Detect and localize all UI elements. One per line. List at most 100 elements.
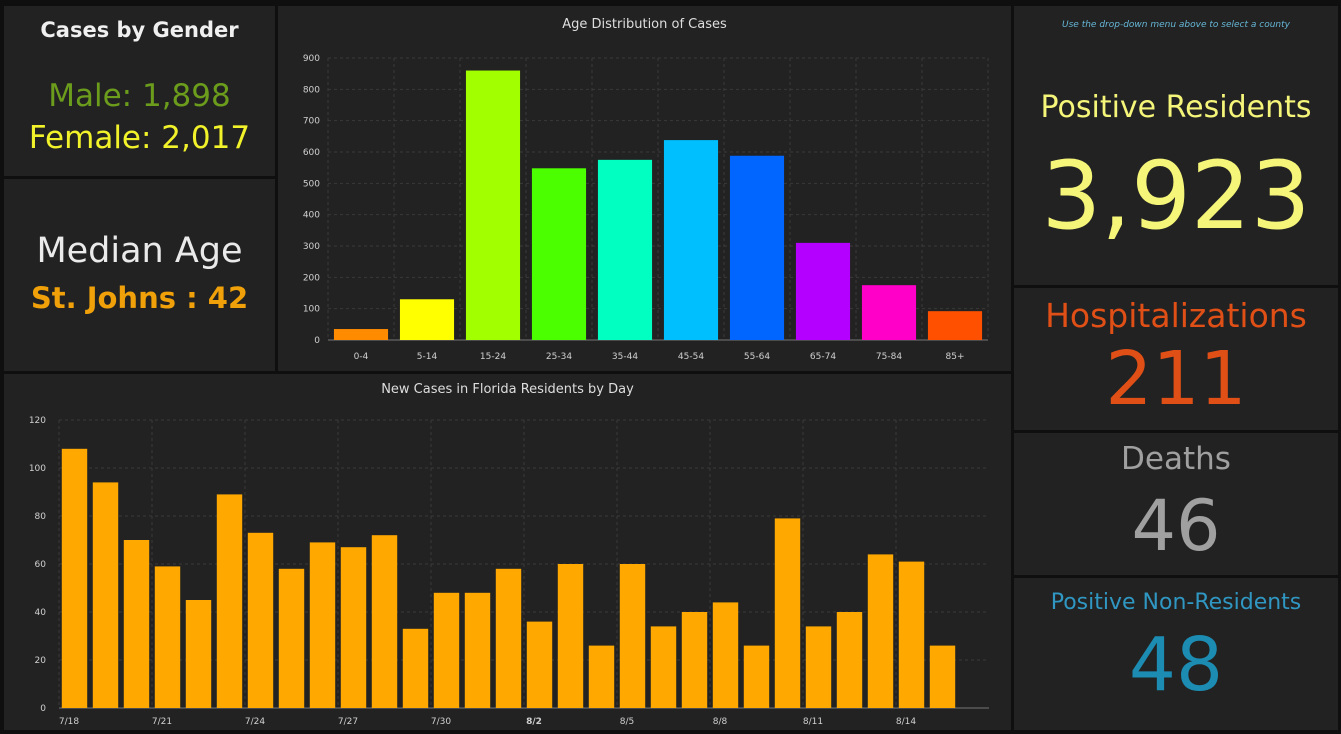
hospitalizations-value: 211 <box>1105 336 1247 422</box>
age-y-tick-label: 300 <box>303 242 320 252</box>
non-residents-label: Positive Non-Residents <box>1050 590 1302 615</box>
age-y-tick-label: 100 <box>303 305 320 315</box>
age-chart-title: Age Distribution of Cases <box>562 17 727 32</box>
non-residents-value: 48 <box>1128 622 1224 708</box>
daily-bar <box>402 628 429 708</box>
daily-bar <box>805 626 832 708</box>
age-x-tick-label: 5-14 <box>417 352 438 362</box>
daily-x-tick-label: 8/11 <box>803 717 823 727</box>
age-bar <box>465 70 521 341</box>
positive-residents-value: 3,923 <box>1041 142 1311 251</box>
median-age-value: St. Johns : 42 <box>30 281 249 315</box>
daily-bar <box>681 612 708 708</box>
age-y-tick-label: 700 <box>303 117 320 127</box>
daily-y-tick-label: 80 <box>35 512 47 522</box>
daily-x-tick-label: 8/5 <box>620 717 634 727</box>
daily-bar <box>154 566 181 708</box>
daily-x-tick-label: 8/2 <box>526 717 542 727</box>
daily-bar <box>216 494 243 708</box>
age-y-tick-label: 0 <box>314 336 320 346</box>
age-x-tick-label: 85+ <box>946 352 965 362</box>
non-residents-panel: Positive Non-Residents 48 <box>1014 578 1338 730</box>
age-bar <box>399 299 455 340</box>
age-y-tick-label: 400 <box>303 211 320 221</box>
daily-bar <box>185 600 212 708</box>
daily-bar <box>712 602 739 708</box>
age-x-tick-label: 0-4 <box>354 352 369 362</box>
age-bar <box>927 311 983 340</box>
daily-y-tick-label: 20 <box>35 656 47 666</box>
hospitalizations-label: Hospitalizations <box>1045 296 1307 335</box>
female-count: Female: 2,017 <box>28 120 251 156</box>
age-bar <box>729 155 785 340</box>
age-bar <box>597 159 653 340</box>
daily-chart-title: New Cases in Florida Residents by Day <box>381 382 634 397</box>
age-x-tick-label: 15-24 <box>480 352 506 362</box>
county-hint: Use the drop-down menu above to select a… <box>1062 20 1290 30</box>
positive-residents-label: Positive Residents <box>1040 90 1312 125</box>
daily-bar <box>774 518 801 708</box>
daily-x-tick-label: 7/27 <box>338 717 358 727</box>
age-bar <box>861 285 917 340</box>
daily-x-tick-label: 7/21 <box>152 717 172 727</box>
daily-x-tick-label: 8/8 <box>713 717 728 727</box>
daily-bar <box>526 621 553 708</box>
age-bar <box>531 168 587 340</box>
age-bar <box>663 140 719 340</box>
daily-x-tick-label: 8/14 <box>896 717 916 727</box>
daily-bar <box>619 564 646 708</box>
daily-x-tick-label: 7/30 <box>431 717 451 727</box>
deaths-value: 46 <box>1131 485 1221 567</box>
daily-bar <box>836 612 863 708</box>
age-x-tick-label: 55-64 <box>744 352 770 362</box>
age-y-tick-label: 600 <box>303 148 320 158</box>
age-x-tick-label: 45-54 <box>678 352 704 362</box>
daily-bar <box>123 540 150 708</box>
age-x-tick-label: 65-74 <box>810 352 836 362</box>
positive-residents-panel: Use the drop-down menu above to select a… <box>1014 6 1338 285</box>
daily-bar <box>557 564 584 708</box>
daily-bar <box>867 554 894 708</box>
daily-bar <box>464 592 491 708</box>
daily-bar <box>929 645 956 708</box>
daily-bar <box>650 626 677 708</box>
gender-title: Cases by Gender <box>40 18 239 42</box>
daily-cases-chart: New Cases in Florida Residents by Day 0 2… <box>4 374 1011 730</box>
age-x-tick-label: 75-84 <box>876 352 902 362</box>
age-y-tick-label: 500 <box>303 179 320 189</box>
daily-x-tick-label: 7/18 <box>59 717 79 727</box>
median-age-panel: Median Age St. Johns : 42 <box>4 179 275 371</box>
daily-bar <box>743 645 770 708</box>
daily-chart-svg: 0 20 40 60 80 100 120 7/18 7/21 7/24 7/27 7/30 8/2 8/… <box>29 416 989 727</box>
daily-y-tick-label: 60 <box>35 560 47 570</box>
daily-x-tick-label: 7/24 <box>245 717 265 727</box>
daily-bar <box>495 568 522 708</box>
daily-bar <box>433 592 460 708</box>
deaths-label: Deaths <box>1121 441 1231 477</box>
median-age-title: Median Age <box>36 231 243 271</box>
daily-bar <box>92 482 119 708</box>
age-x-tick-label: 25-34 <box>546 352 572 362</box>
age-bar <box>795 242 851 340</box>
daily-bar <box>340 547 367 708</box>
daily-bar <box>278 568 305 708</box>
daily-bar <box>61 448 88 708</box>
age-y-tick-label: 900 <box>303 54 320 64</box>
daily-y-tick-label: 0 <box>40 704 46 714</box>
daily-bar <box>309 542 336 708</box>
daily-y-tick-label: 120 <box>29 416 46 426</box>
daily-bar <box>588 645 615 708</box>
deaths-panel: Deaths 46 <box>1014 433 1338 575</box>
age-distribution-chart: Age Distribution of Cases 0 100 200 300 400 5… <box>278 6 1011 371</box>
age-x-tick-label: 35-44 <box>612 352 638 362</box>
male-count: Male: 1,898 <box>48 78 231 114</box>
daily-y-tick-label: 40 <box>35 608 47 618</box>
age-chart-svg: 0 100 200 300 400 500 600 700 800 900 0-4 5-14 15-24… <box>303 54 989 362</box>
age-y-tick-label: 200 <box>303 273 320 283</box>
daily-y-tick-label: 100 <box>29 464 46 474</box>
age-y-tick-label: 800 <box>303 85 320 95</box>
hospitalizations-panel: Hospitalizations 211 <box>1014 288 1338 430</box>
daily-bar <box>247 532 274 708</box>
daily-bar <box>898 561 925 708</box>
daily-bar <box>371 535 398 708</box>
